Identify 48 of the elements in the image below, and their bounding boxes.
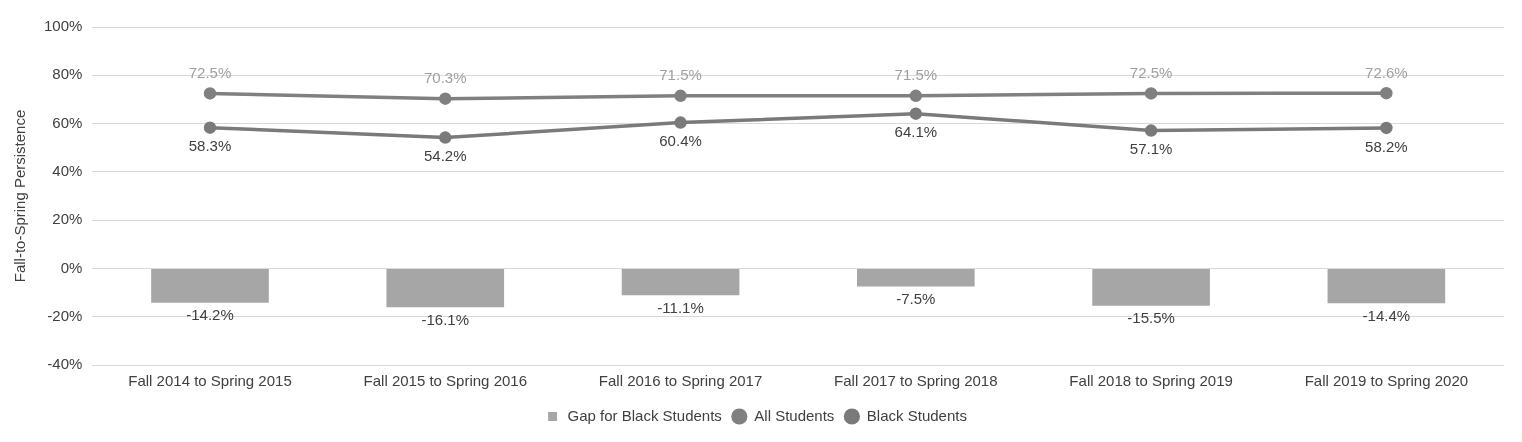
y-tick-label: 60%	[52, 113, 83, 131]
y-tick-label: -40%	[47, 355, 83, 373]
data-label: 72.5%	[188, 64, 232, 82]
point	[674, 89, 687, 103]
data-label: 72.6%	[1365, 63, 1408, 81]
data-label: -7.5%	[896, 290, 936, 308]
x-tick-label: Fall 2017 to Spring 2018	[834, 372, 998, 390]
data-label: -11.1%	[657, 298, 704, 316]
y-tick-label: 100%	[43, 17, 83, 35]
x-tick-label: Fall 2014 to Spring 2015	[128, 372, 292, 390]
data-label: 54.2%	[424, 147, 467, 165]
x-tick-label: Fall 2015 to Spring 2016	[363, 372, 527, 390]
x-tick-label: Fall 2016 to Spring 2017	[598, 372, 763, 390]
data-label: 58.3%	[188, 137, 232, 155]
x-tick-label: Fall 2019 to Spring 2020	[1304, 372, 1469, 390]
y-axis-title: Fall-to-Spring Persistence	[11, 109, 29, 283]
data-label: -16.1%	[421, 310, 470, 328]
y-tick-label: 0%	[60, 258, 83, 276]
data-label: 57.1%	[1129, 140, 1173, 158]
point	[1144, 87, 1158, 100]
data-label: 64.1%	[894, 123, 938, 141]
data-label: 71.5%	[894, 66, 938, 84]
y-tick-label: 20%	[52, 210, 83, 228]
point	[203, 87, 217, 100]
data-label: 70.3%	[424, 69, 467, 87]
point	[1380, 121, 1393, 135]
point	[203, 121, 217, 134]
data-label: 72.5%	[1129, 64, 1173, 82]
point	[1380, 86, 1393, 100]
point	[909, 107, 923, 120]
legend-label: All Students	[754, 406, 835, 424]
point	[439, 131, 452, 144]
point	[439, 92, 452, 105]
point	[674, 116, 687, 129]
point	[909, 89, 923, 103]
data-label: 71.5%	[659, 66, 702, 84]
data-label: -15.5%	[1127, 309, 1175, 327]
legend-label: Gap for Black Students	[567, 406, 722, 424]
data-label: 58.2%	[1365, 137, 1408, 155]
data-label: -14.4%	[1362, 306, 1411, 324]
y-tick-label: 40%	[52, 162, 83, 179]
data-label: 60.4%	[659, 132, 702, 150]
y-tick-label: 80%	[52, 65, 83, 83]
y-tick-label: -20%	[47, 306, 83, 324]
x-tick-label: Fall 2018 to Spring 2019	[1069, 372, 1233, 390]
point	[1144, 124, 1158, 137]
legend-label: Black Students	[866, 406, 967, 424]
data-label: -14.2%	[186, 306, 234, 324]
